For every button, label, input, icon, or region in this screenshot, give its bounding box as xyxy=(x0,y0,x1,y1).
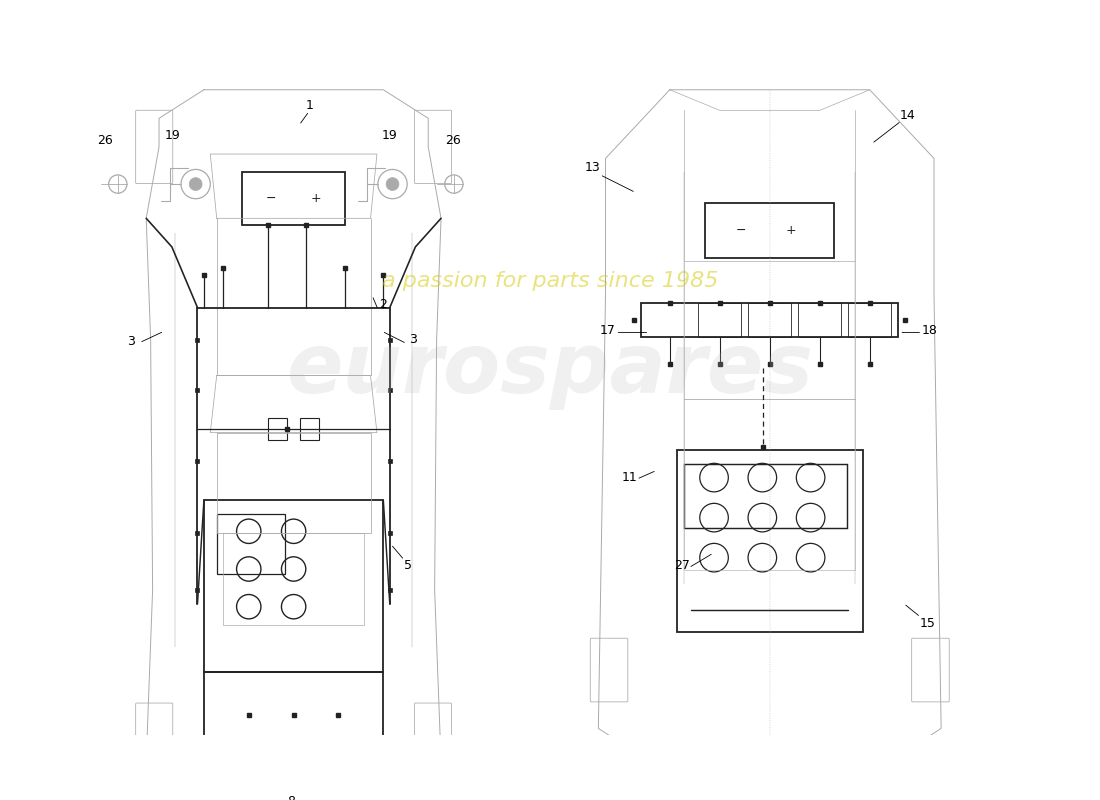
Text: −: − xyxy=(266,192,276,205)
Text: 3: 3 xyxy=(126,335,134,348)
Text: 26: 26 xyxy=(446,134,461,146)
Text: +: + xyxy=(310,192,321,205)
Text: −: − xyxy=(736,224,747,237)
Text: 18: 18 xyxy=(922,324,938,337)
Bar xyxy=(204,501,384,672)
Text: 19: 19 xyxy=(382,129,397,142)
Text: 13: 13 xyxy=(585,161,601,174)
Text: 15: 15 xyxy=(920,617,935,630)
Bar xyxy=(748,302,791,337)
Bar xyxy=(300,418,319,440)
Bar xyxy=(641,302,899,337)
Text: 8: 8 xyxy=(287,794,295,800)
Bar xyxy=(242,172,345,226)
Text: 5: 5 xyxy=(404,559,412,572)
Circle shape xyxy=(386,178,399,190)
Bar xyxy=(705,203,834,258)
Bar xyxy=(698,302,741,337)
Bar xyxy=(676,450,862,632)
Text: 1: 1 xyxy=(306,99,313,112)
Text: 2: 2 xyxy=(379,298,387,311)
Bar xyxy=(799,302,842,337)
Text: eurospares: eurospares xyxy=(286,329,814,410)
Text: 3: 3 xyxy=(409,334,417,346)
Bar xyxy=(204,672,384,758)
Text: 27: 27 xyxy=(674,559,690,572)
Text: 26: 26 xyxy=(97,134,113,146)
Bar xyxy=(848,302,891,337)
Text: 19: 19 xyxy=(165,129,180,142)
Circle shape xyxy=(189,178,202,190)
Bar xyxy=(217,514,285,574)
Text: 11: 11 xyxy=(621,470,638,483)
Text: a passion for parts since 1985: a passion for parts since 1985 xyxy=(382,271,718,291)
Text: +: + xyxy=(785,224,796,237)
Text: 14: 14 xyxy=(899,109,915,122)
Text: 17: 17 xyxy=(600,324,616,337)
Bar xyxy=(268,418,287,440)
Bar xyxy=(684,464,847,528)
